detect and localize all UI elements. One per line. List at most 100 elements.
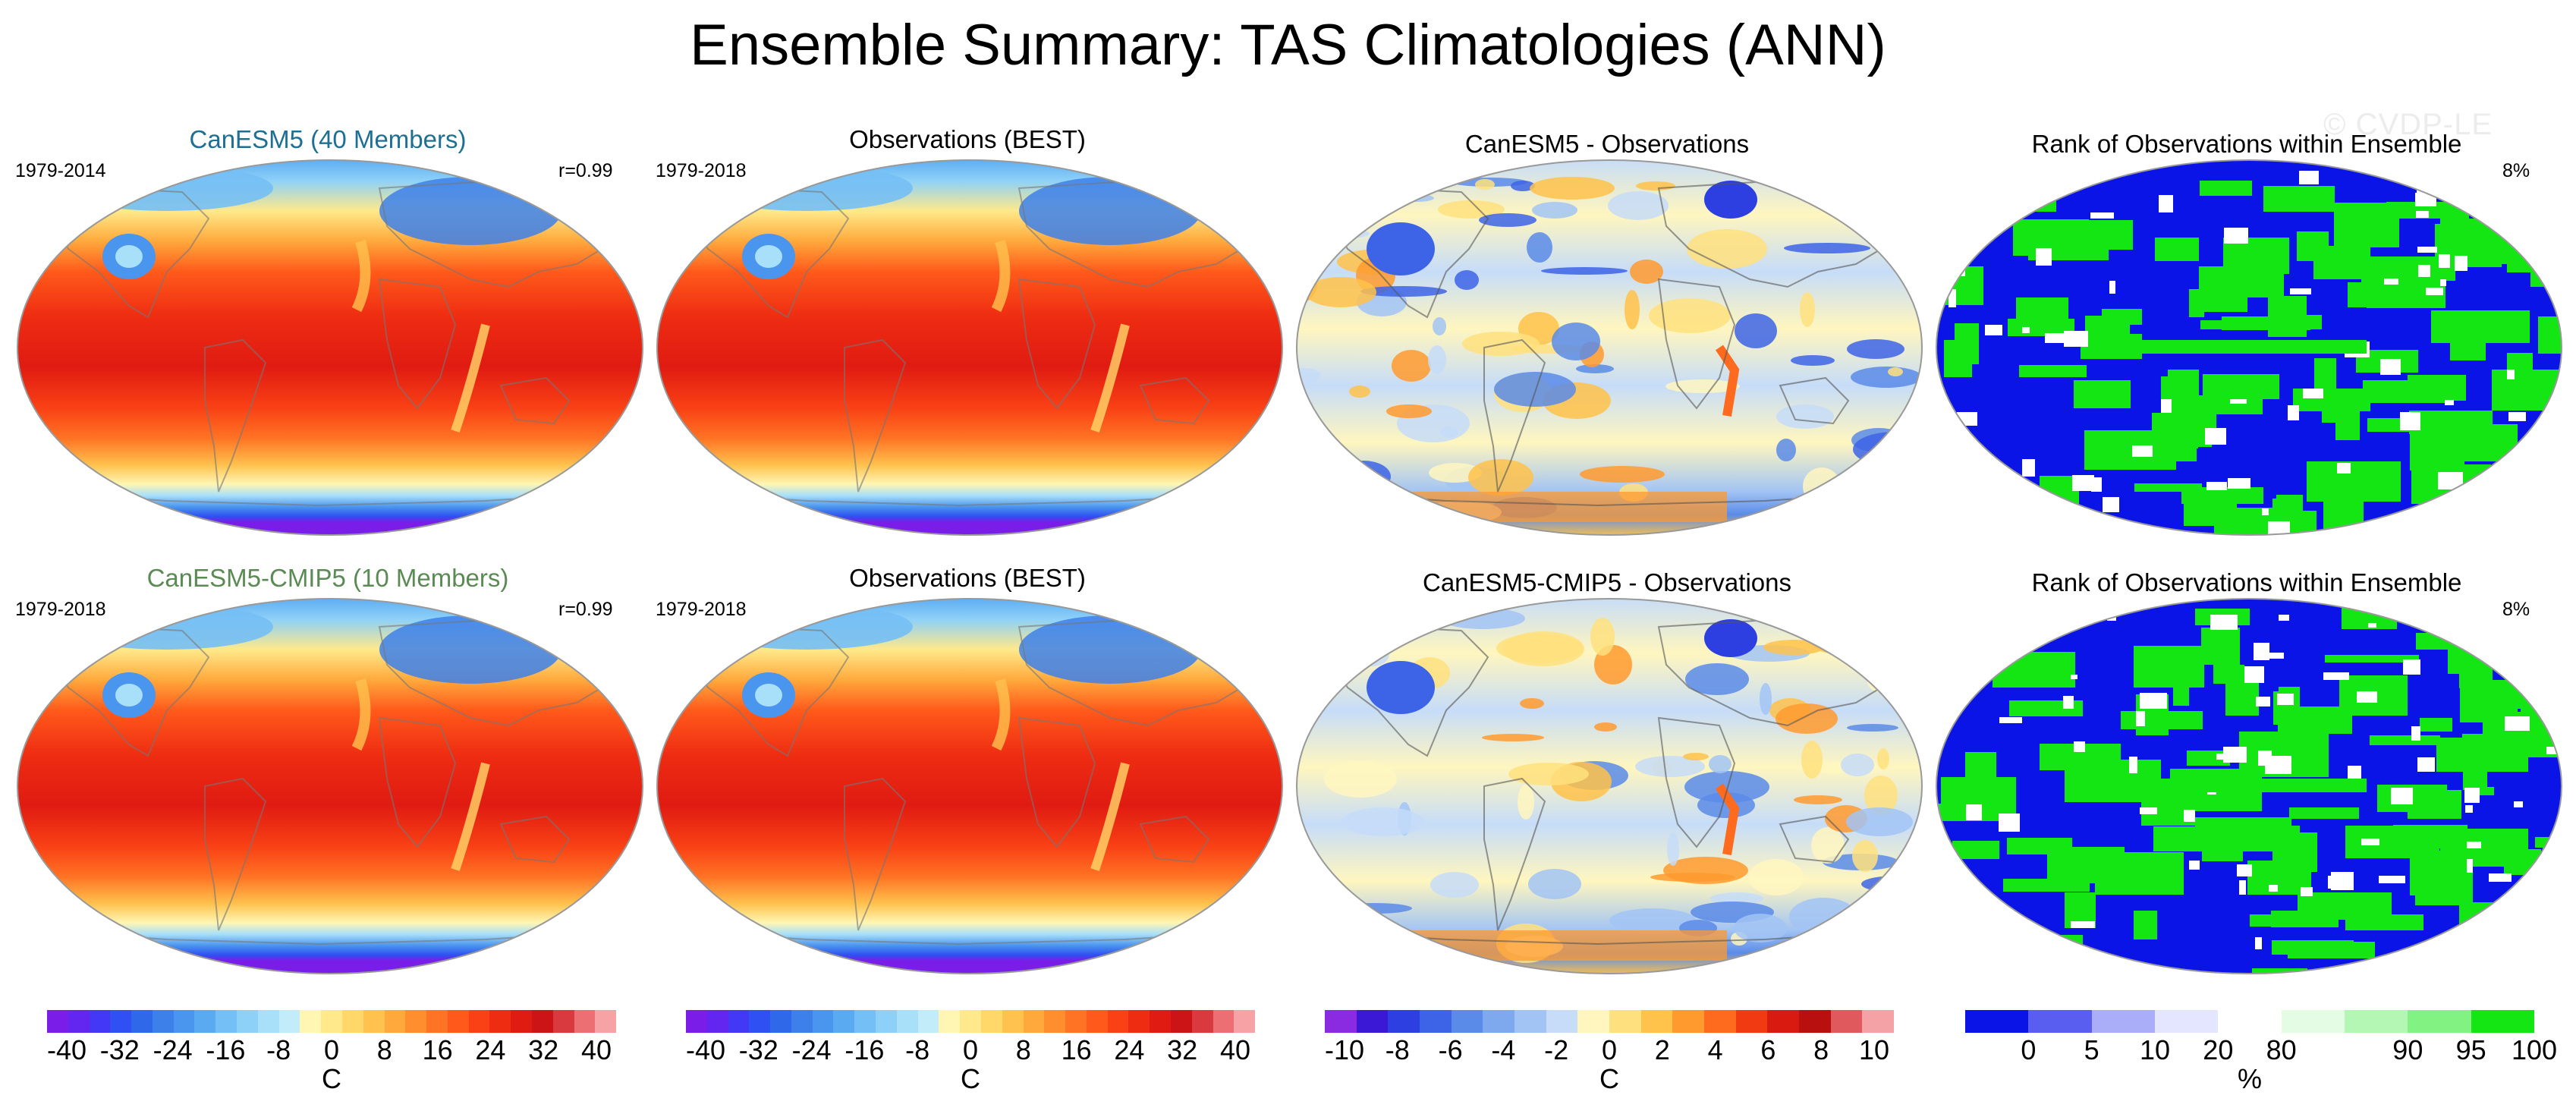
colorbar-swatch	[363, 1010, 385, 1033]
colorbar-swatch	[1514, 1010, 1546, 1033]
colorbar-tick-label: -8	[266, 1034, 291, 1065]
rank-percent-row2: 8%	[2502, 599, 2530, 620]
colorbar-swatch	[2028, 1010, 2092, 1033]
colorbar-tick-label: -8	[1385, 1034, 1410, 1065]
colorbar-swatch	[749, 1010, 771, 1033]
colorbar-swatch	[1830, 1010, 1863, 1033]
colorbar-swatch	[89, 1010, 111, 1033]
colorbar-unit-label: C	[961, 1063, 980, 1094]
colorbar-swatch	[896, 1010, 918, 1033]
colorbar-tick-label: 5	[2084, 1034, 2099, 1065]
map-model-row1	[15, 158, 645, 537]
colorbar-swatch	[1767, 1010, 1800, 1033]
colorbar-swatch	[278, 1010, 300, 1033]
panel-title-diff-row1: CanESM5 - Observations	[1464, 130, 1750, 158]
colorbar-tick-label: -32	[99, 1034, 140, 1065]
colorbar-swatch	[1356, 1010, 1389, 1033]
colorbar-swatch	[854, 1010, 876, 1033]
colorbar-swatch	[2281, 1010, 2345, 1033]
colorbar-swatch	[1451, 1010, 1483, 1033]
colorbar-tick-label: 0	[323, 1034, 340, 1065]
panel-title-obs-row2: Observations (BEST)	[849, 564, 1086, 592]
map-obs-row2	[655, 596, 1285, 976]
colorbar-swatch	[257, 1010, 279, 1033]
colorbar-swatch	[131, 1010, 153, 1033]
colorbar-swatch	[300, 1010, 322, 1033]
colorbar-swatch	[980, 1010, 1002, 1033]
colorbar-swatch	[1704, 1010, 1736, 1033]
colorbar-tick-label: 0	[962, 1034, 979, 1065]
colorbar-swatch	[728, 1010, 750, 1033]
colorbar-tick-label: -4	[1491, 1034, 1516, 1065]
colorbar-swatch	[2344, 1010, 2408, 1033]
colorbar-swatch	[384, 1010, 406, 1033]
colorbar-swatch	[2408, 1010, 2471, 1033]
colorbar-swatch	[447, 1010, 469, 1033]
colorbar-swatch	[1086, 1010, 1108, 1033]
colorbar-difference	[1325, 1010, 1895, 1033]
colorbar-tick-label: -24	[791, 1034, 832, 1065]
colorbar-tick-label: 16	[422, 1034, 453, 1065]
colorbar-unit-label: C	[322, 1063, 341, 1094]
colorbar-swatch	[1388, 1010, 1420, 1033]
colorbar-tick-label: -40	[685, 1034, 726, 1065]
period-obs-row1: 1979-2018	[656, 160, 747, 181]
colorbar-swatch	[1002, 1010, 1024, 1033]
colorbar-tick-label: -2	[1544, 1034, 1569, 1065]
colorbar-swatch	[1128, 1010, 1150, 1033]
colorbar-swatch	[1965, 1010, 2029, 1033]
colorbar-tick-label: -6	[1438, 1034, 1463, 1065]
colorbar-tick-label: 0	[1601, 1034, 1618, 1065]
colorbar-swatch	[574, 1010, 596, 1033]
figure-title: Ensemble Summary: TAS Climatologies (ANN…	[690, 13, 1886, 77]
map-obs-row1	[655, 158, 1285, 537]
colorbar-swatch	[194, 1010, 216, 1033]
colorbar-tick-label: 8	[376, 1034, 392, 1065]
colorbar-swatch	[405, 1010, 427, 1033]
map-rank-row2	[1934, 596, 2564, 976]
colorbar-tick-label: -24	[153, 1034, 193, 1065]
colorbar-swatch	[2471, 1010, 2534, 1033]
colorbar-tick-label: -8	[905, 1034, 930, 1065]
panel-title-model-row1: CanESM5 (40 Members)	[189, 125, 467, 153]
colorbar-tick-label: 90	[2392, 1034, 2423, 1065]
colorbar-tick-label: 80	[2266, 1034, 2297, 1065]
colorbar-swatch	[1044, 1010, 1066, 1033]
colorbar-swatch	[1483, 1010, 1515, 1033]
colorbar-swatch	[1735, 1010, 1768, 1033]
colorbar-tick-label: 95	[2455, 1034, 2486, 1065]
colorbar-swatch	[1234, 1010, 1256, 1033]
colorbar-tick-label: -32	[738, 1034, 778, 1065]
colorbar-swatch	[2154, 1010, 2219, 1033]
colorbar-swatch	[552, 1010, 574, 1033]
colorbar-tick-label: 0	[2021, 1034, 2037, 1065]
colorbar-swatch	[1672, 1010, 1705, 1033]
colorbar-swatch	[960, 1010, 981, 1033]
colorbar-unit-label: %	[2237, 1063, 2263, 1094]
watermark: © CVDP-LE	[2323, 108, 2493, 141]
period-model-row1: 1979-2014	[15, 160, 106, 181]
colorbar-swatch	[1862, 1010, 1895, 1033]
colorbar-swatch	[2218, 1010, 2282, 1033]
colorbar-tick-label: 40	[580, 1034, 612, 1065]
correlation-row2: r=0.99	[558, 599, 613, 620]
map-diff-row2	[1294, 596, 1924, 976]
colorbar-swatch	[1170, 1010, 1192, 1033]
colorbar-swatch	[1546, 1010, 1578, 1033]
colorbar-tick-label: 100	[2511, 1034, 2558, 1065]
colorbar-swatch	[706, 1010, 728, 1033]
colorbar-swatch	[833, 1010, 855, 1033]
colorbar-tick-label: 8	[1813, 1034, 1829, 1065]
colorbar-swatch	[686, 1010, 707, 1033]
colorbar-swatch	[489, 1010, 511, 1033]
colorbar-swatch	[1213, 1010, 1235, 1033]
colorbar-swatch	[917, 1010, 939, 1033]
colorbar-swatch	[595, 1010, 617, 1033]
map-model-row2	[15, 596, 645, 976]
map-diff-row1	[1294, 158, 1924, 537]
colorbar-swatch	[1107, 1010, 1129, 1033]
colorbar-tick-label: 24	[1114, 1034, 1145, 1065]
colorbar-swatch	[237, 1010, 258, 1033]
period-model-row2: 1979-2018	[15, 599, 106, 620]
colorbar-climatology-a	[47, 1010, 617, 1033]
